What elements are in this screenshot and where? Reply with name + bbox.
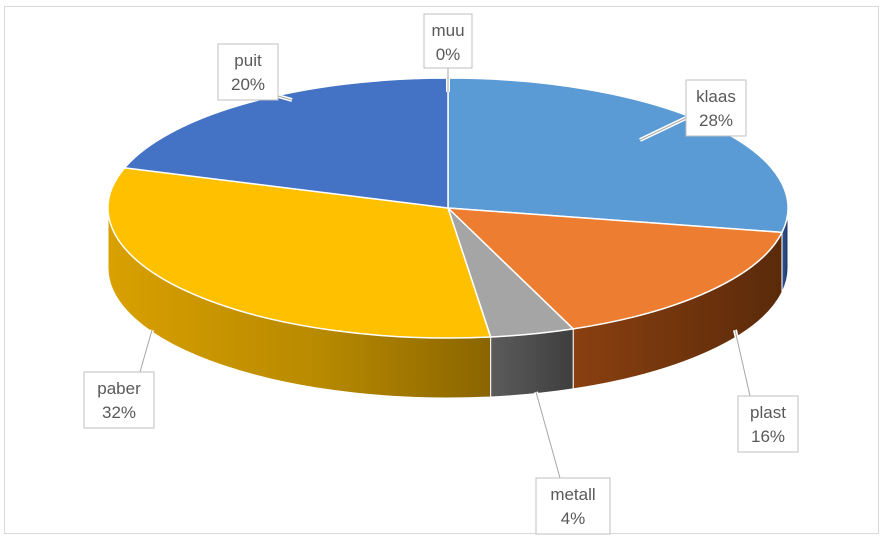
data-labels: muu 0% klaas 28% plast 16% metall 4% paber 32% pui… — [83, 13, 799, 535]
leader-line-edge-paber — [139, 329, 153, 373]
data-label-category: klaas — [696, 87, 736, 106]
data-label-puit: puit 20% — [217, 43, 279, 101]
data-label-value: 20% — [231, 75, 265, 94]
data-label-value: 28% — [699, 111, 733, 130]
data-label-category: muu — [431, 21, 464, 40]
slice-puit — [123, 77, 449, 209]
slice-paber — [107, 167, 492, 339]
data-label-category: metall — [550, 485, 595, 504]
data-label-box — [535, 477, 611, 535]
leader-line-edge-klaas — [639, 117, 687, 141]
data-label-category: paber — [97, 379, 141, 398]
leader-lines — [138, 68, 752, 479]
data-label-value: 4% — [561, 509, 586, 528]
data-label-value: 32% — [102, 403, 136, 422]
data-label-paber: paber 32% — [83, 371, 155, 429]
data-label-box — [737, 395, 799, 453]
data-label-box — [217, 43, 279, 101]
slice-plast — [445, 207, 784, 330]
pie-sides — [107, 207, 789, 399]
data-label-klaas: klaas 28% — [685, 79, 747, 137]
leader-line-edge-puit — [277, 95, 293, 101]
data-label-value: 0% — [436, 45, 461, 64]
leader-line-edge-metall — [535, 391, 561, 479]
data-label-box — [685, 79, 747, 137]
data-label-box — [423, 13, 473, 69]
data-label-box — [83, 371, 155, 429]
data-label-plast: plast 16% — [737, 395, 799, 453]
data-label-value: 16% — [751, 427, 785, 446]
slice-side-metall — [490, 328, 574, 398]
leader-line-edge-plast — [734, 329, 751, 397]
data-label-category: puit — [234, 51, 262, 70]
data-label-muu: muu 0% — [423, 13, 473, 69]
data-label-metall: metall 4% — [535, 477, 611, 535]
data-label-category: plast — [750, 403, 786, 422]
pie-tops — [107, 77, 789, 339]
